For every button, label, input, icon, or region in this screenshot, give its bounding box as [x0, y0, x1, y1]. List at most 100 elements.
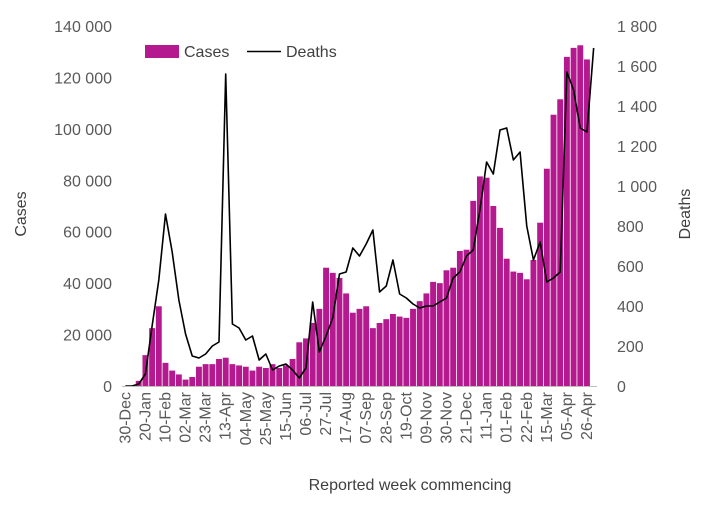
y-left-tick-label: 120 000 — [54, 70, 112, 87]
y-right-axis-title: Deaths — [677, 189, 694, 240]
cases-bar — [416, 301, 423, 386]
cases-bar — [570, 47, 577, 387]
x-tick-label: 23-Mar — [198, 391, 215, 442]
y-right-tick-label: 1 600 — [617, 59, 657, 76]
cases-bar — [149, 328, 156, 386]
y-right-tick-label: 1 800 — [617, 19, 657, 36]
cases-bar — [296, 342, 303, 386]
x-tick-label: 07-Sep — [358, 392, 375, 444]
cases-bar — [557, 99, 564, 386]
legend-cases-label: Cases — [184, 44, 229, 61]
x-tick-label: 04-May — [238, 392, 255, 445]
y-left-tick-label: 80 000 — [63, 173, 112, 190]
cases-bar — [249, 370, 256, 386]
x-tick-label: 25-May — [258, 392, 275, 445]
x-tick-label: 17-Aug — [338, 392, 355, 444]
cases-bar — [343, 293, 350, 386]
x-tick-label: 06-Jul — [298, 392, 315, 436]
cases-bar — [403, 317, 410, 386]
cases-bar — [276, 368, 283, 386]
cases-bar — [169, 370, 176, 386]
cases-bar — [577, 45, 584, 386]
cases-bar — [423, 293, 430, 386]
y-left-tick-label: 100 000 — [54, 122, 112, 139]
x-tick-label: 02-Mar — [178, 391, 195, 442]
y-left-axis-ticks: 0 20 000 40 000 60 000 80 000 100 000 120 000 1… — [54, 19, 112, 396]
y-right-tick-label: 400 — [617, 299, 644, 316]
cases-bar — [323, 267, 329, 386]
x-axis-ticks: 30-Dec 20-Jan 10-Feb 02-Mar 23-Mar 13-Apr 04-M… — [117, 391, 596, 445]
cases-bar — [262, 368, 269, 386]
x-tick-label: 26-Apr — [579, 391, 596, 440]
cases-bar — [490, 206, 497, 386]
cases-bar — [209, 364, 216, 386]
cases-bar — [336, 278, 343, 386]
y-left-axis-title: Cases — [13, 191, 30, 236]
cases-bar — [436, 283, 443, 386]
y-left-tick-label: 40 000 — [63, 276, 112, 293]
cases-bar — [476, 176, 483, 386]
cases-bar — [523, 279, 530, 386]
cases-bar — [503, 258, 510, 386]
x-tick-label: 10-Feb — [158, 392, 175, 443]
cases-bar — [563, 56, 570, 387]
cases-bars — [135, 45, 590, 387]
deaths-line — [125, 47, 595, 387]
cases-bar — [450, 267, 457, 386]
legend-deaths-label: Deaths — [286, 44, 337, 61]
cases-bar — [229, 364, 236, 386]
x-tick-label: 30-Nov — [439, 392, 456, 444]
y-right-tick-label: 200 — [617, 339, 644, 356]
cases-bar — [222, 357, 229, 386]
cases-bar — [390, 314, 396, 386]
cases-bar — [510, 271, 517, 386]
cases-bar — [363, 306, 370, 386]
cases-bar — [410, 308, 416, 386]
legend: Cases Deaths — [145, 44, 337, 61]
x-tick-label: 22-Feb — [519, 392, 536, 443]
cases-bar — [182, 379, 189, 386]
cases-bar — [430, 281, 437, 386]
cases-bar — [356, 308, 363, 386]
x-tick-label: 11-Jan — [479, 392, 496, 440]
cases-bar — [369, 328, 376, 386]
cases-bar — [396, 316, 403, 386]
x-tick-label: 19-Oct — [398, 391, 415, 440]
y-right-tick-label: 600 — [617, 259, 644, 276]
cases-bar — [383, 319, 390, 386]
cases-bar — [517, 272, 524, 386]
y-left-tick-label: 60 000 — [63, 225, 112, 242]
cases-bar — [376, 323, 383, 386]
x-tick-label: 13-Apr — [218, 391, 235, 440]
cases-bar — [282, 365, 289, 386]
x-tick-label: 01-Feb — [499, 392, 516, 443]
y-right-tick-label: 1 200 — [617, 139, 657, 156]
x-tick-label: 09-Nov — [418, 392, 435, 444]
cases-bar — [329, 272, 336, 386]
cases-bar — [456, 251, 463, 386]
y-left-tick-label: 0 — [103, 379, 112, 396]
cases-bar — [537, 222, 544, 386]
x-tick-label: 30-Dec — [117, 392, 134, 444]
cases-bar — [443, 270, 450, 386]
y-left-tick-label: 20 000 — [63, 328, 112, 345]
cases-bar — [162, 362, 169, 386]
x-tick-label: 20-Jan — [137, 392, 154, 441]
cases-bar — [175, 374, 182, 386]
cases-bar — [236, 365, 243, 386]
cases-bar — [349, 312, 356, 386]
y-right-tick-label: 1 400 — [617, 99, 657, 116]
cases-bar — [309, 323, 316, 386]
cases-bar — [530, 260, 537, 386]
cases-bar — [463, 249, 470, 386]
cases-bar — [216, 359, 222, 386]
cases-bar — [550, 114, 557, 387]
y-right-axis-ticks: 0 200 400 600 800 1 000 1 200 1 400 1 600 1 800 — [617, 19, 657, 396]
cases-bar — [189, 377, 196, 386]
cases-bar — [256, 366, 263, 386]
x-tick-label: 21-Dec — [459, 392, 476, 444]
cases-bar — [470, 200, 477, 386]
cases-bar — [195, 366, 202, 386]
cases-bar — [269, 364, 276, 386]
